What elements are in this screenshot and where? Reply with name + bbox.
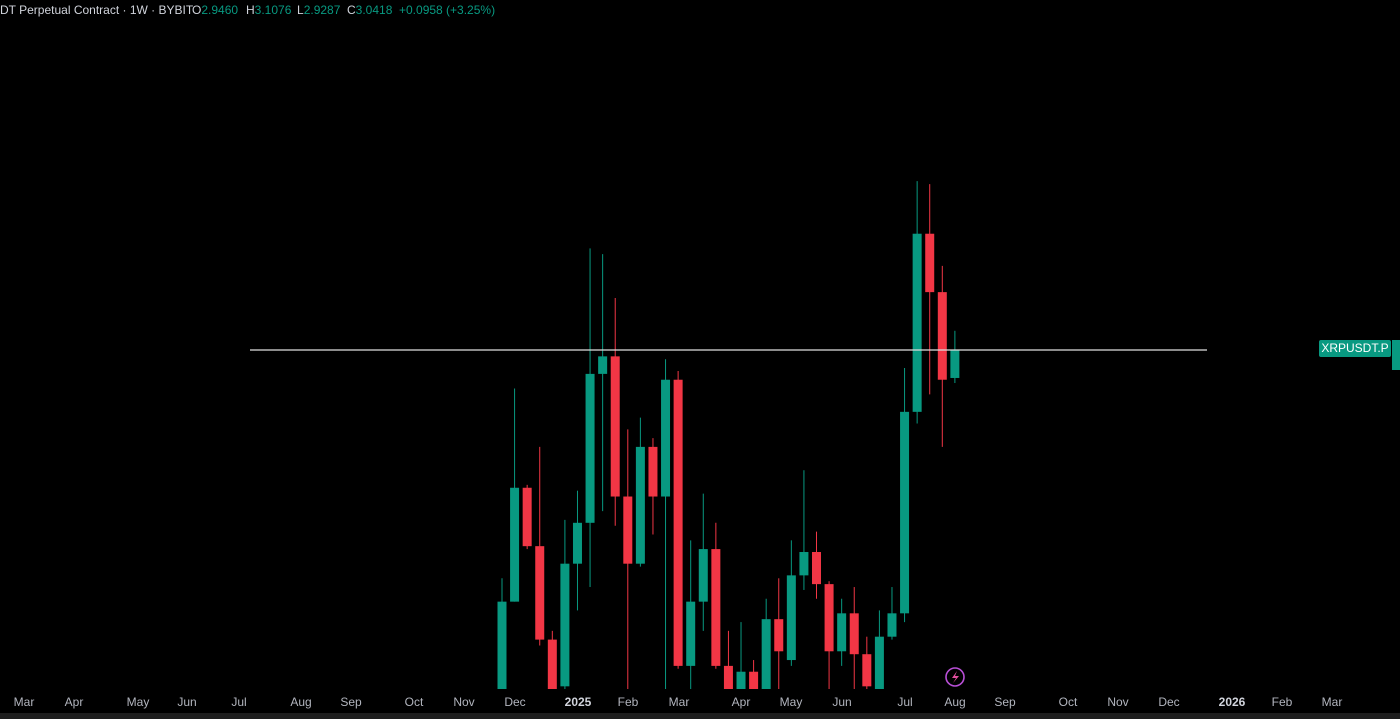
candle-body: [912, 233, 922, 412]
x-axis-label: Nov: [453, 695, 474, 709]
low-label: L: [297, 3, 304, 17]
candle-body: [510, 487, 520, 602]
candle-body: [723, 665, 733, 689]
candle-body: [950, 350, 960, 378]
low-value: 2.9287: [304, 3, 341, 17]
x-axis-label: Feb: [618, 695, 639, 709]
candle-body: [774, 619, 784, 652]
x-axis-label: Jun: [832, 695, 851, 709]
x-axis-label: Mar: [1322, 695, 1343, 709]
scale-marker: [1392, 340, 1400, 370]
candle-body: [837, 613, 847, 652]
open-label: O: [192, 3, 201, 17]
candle-body: [874, 636, 884, 689]
candle-body: [585, 373, 595, 523]
candle-body: [673, 379, 683, 666]
candle-body: [736, 671, 746, 689]
x-axis-label: Feb: [1272, 695, 1293, 709]
x-axis-label: May: [780, 695, 803, 709]
scrollbar: [0, 713, 1400, 719]
x-axis-label: Sep: [994, 695, 1016, 709]
candle-body: [887, 613, 897, 637]
x-axis-label: Nov: [1107, 695, 1128, 709]
candle-body: [799, 552, 809, 576]
high-label: H: [246, 3, 255, 17]
candle-body: [522, 487, 532, 547]
close-value: 3.0418: [356, 3, 393, 17]
candle-body: [598, 356, 608, 374]
candle-body: [862, 654, 872, 687]
high-value: 3.1076: [255, 3, 292, 17]
x-axis-label: Sep: [340, 695, 362, 709]
x-axis-label: Dec: [1158, 695, 1179, 709]
candle-body: [547, 639, 557, 689]
candle-body: [572, 522, 582, 564]
candle-body: [560, 563, 570, 687]
candle-body: [761, 619, 771, 689]
price-tag-label: XRPUSDT.P: [1321, 341, 1388, 355]
x-axis-label: Dec: [504, 695, 525, 709]
candle-body: [698, 549, 708, 602]
x-axis-label: Oct: [1059, 695, 1078, 709]
x-axis-label: Aug: [290, 695, 311, 709]
candle-body: [937, 292, 947, 380]
candle-body: [711, 549, 721, 666]
symbol: DT Perpetual Contract · 1W · BYBIT: [0, 3, 194, 17]
candle-body: [535, 546, 545, 640]
candle-body: [900, 411, 910, 614]
candles: [497, 181, 960, 689]
close-label: C: [347, 3, 356, 17]
x-axis-label: Mar: [669, 695, 690, 709]
x-axis-label: Apr: [732, 695, 751, 709]
header: DT Perpetual Contract · 1W · BYBIT O2.94…: [0, 3, 495, 17]
candle-body: [786, 575, 796, 661]
candle-body: [686, 601, 696, 666]
candle-body: [925, 233, 935, 293]
event-icon-bolt: [952, 671, 959, 683]
candle-body: [497, 601, 507, 689]
x-axis-label: 2026: [1219, 695, 1246, 709]
x-axis-label: Oct: [405, 695, 424, 709]
x-axis-label: Mar: [14, 695, 35, 709]
x-axis-label: Jul: [897, 695, 912, 709]
open-value: 2.9460: [201, 3, 238, 17]
event-icon[interactable]: [945, 667, 965, 687]
candle-body: [824, 584, 834, 652]
candle-body: [812, 552, 821, 585]
x-axis-label: Apr: [65, 695, 84, 709]
candle-body: [849, 613, 859, 655]
candle-body: [648, 446, 658, 497]
x-axis-label: Jul: [231, 695, 246, 709]
x-axis-label: Aug: [944, 695, 965, 709]
x-axis-label: Jun: [177, 695, 196, 709]
price-tag: [1319, 340, 1391, 357]
candle-body: [635, 446, 645, 564]
candle-body: [749, 671, 759, 689]
x-axis-label: 2025: [565, 695, 592, 709]
x-axis-label: May: [127, 695, 150, 709]
candle-body: [610, 356, 620, 497]
candle-body: [661, 379, 671, 497]
candle-body: [623, 496, 633, 564]
change: +0.0958 (+3.25%): [399, 3, 495, 17]
